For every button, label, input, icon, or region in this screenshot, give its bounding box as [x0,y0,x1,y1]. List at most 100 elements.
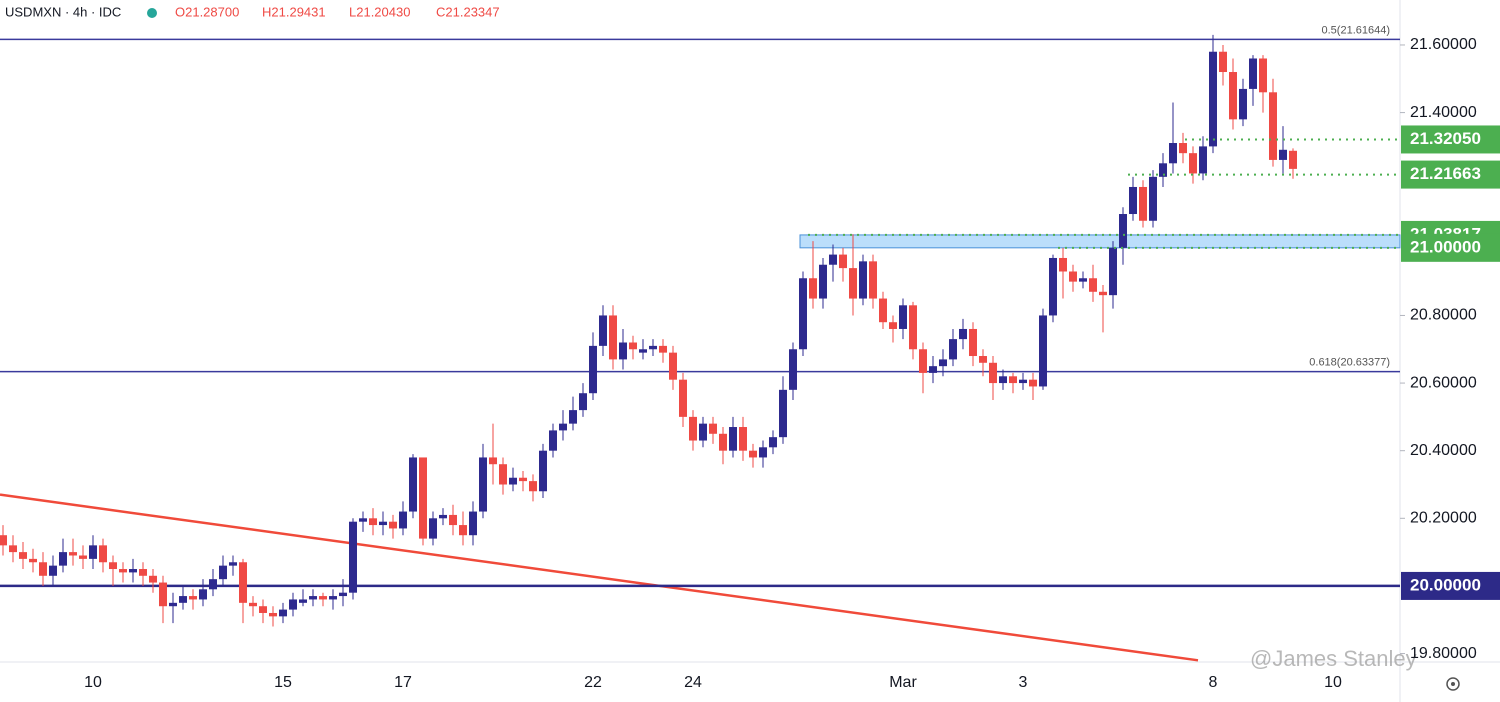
candle-body [1259,58,1267,93]
x-tick-label: 17 [394,674,412,691]
candle-body [9,545,17,553]
x-tick-label: 8 [1209,674,1218,691]
candle-body [289,599,297,610]
candle-body [629,342,637,350]
candle-body [909,305,917,350]
candle-body [1159,163,1167,177]
status-dot [147,8,157,18]
candle-body [889,322,897,329]
fib-label: 0.5(21.61644) [1322,24,1391,36]
candle-body [1249,58,1257,89]
candle-body [1279,149,1287,160]
level-tag [1401,125,1500,154]
candle-body [1029,379,1037,387]
resistance-zone [799,234,1401,249]
candle-body [319,596,327,600]
candle-body [259,606,267,613]
candle-body [1089,278,1097,292]
candle-body [829,254,837,265]
candle-body [79,555,87,559]
candle-body [439,514,447,519]
ohlc-value: L21.20430 [349,4,410,19]
settings-icon[interactable] [1446,677,1460,691]
candle-body [239,562,247,603]
candle-body [179,596,187,603]
candle-body [679,379,687,417]
candle-body [869,261,877,299]
symbol: USDMXN · 4h · IDC [5,4,121,19]
candle-body [19,552,27,559]
candle-body [959,328,967,340]
candle-body [769,437,777,448]
candle-body [609,315,617,360]
candle-body [389,521,397,529]
y-tick-label: 20.40000 [1410,442,1477,459]
candle-body [1009,376,1017,384]
candle-body [399,511,407,529]
y-tick-label: 20.80000 [1410,307,1477,324]
candle-body [89,545,97,559]
candle-body [739,427,747,451]
y-tick-label: 20.60000 [1410,374,1477,391]
x-tick-label: Mar [889,674,917,691]
candle-body [209,579,217,590]
plot [0,34,1401,662]
candle-body [49,565,57,576]
candle-body [459,525,467,536]
candle-body [709,423,717,434]
candle-body [1099,291,1107,296]
candle-body [489,457,497,465]
candle-body [249,602,257,607]
fib-label: 0.618(20.63377) [1309,357,1390,369]
candle-body [599,315,607,346]
candle-body [1269,92,1277,160]
candle-body [1059,257,1067,272]
candle-body [549,430,557,451]
candle-body [969,328,977,357]
candle-body [109,562,117,570]
candle-body [569,410,577,424]
candle-body [1049,257,1057,316]
candle-body [1149,176,1157,221]
support-label: 20.00000 [1410,575,1481,594]
candle-body [479,457,487,512]
candle-body [219,565,227,580]
candle-body [979,356,987,363]
candle-body [229,562,237,566]
candle-body [1169,143,1177,164]
candle-body [899,305,907,329]
candle-body [0,535,7,546]
candle-body [589,345,597,394]
candle-body [819,264,827,299]
ohlc-value: H21.29431 [262,4,326,19]
gear[interactable] [1446,677,1460,691]
candle-body [579,393,587,411]
gear-hub[interactable] [1451,682,1455,686]
candle-body [59,552,67,566]
candle-body [729,427,737,451]
candle-body [1239,88,1247,120]
candle-body [149,575,157,583]
candle-body [299,599,307,603]
candle-body [1189,153,1197,174]
candle-body [139,569,147,576]
candle-body [639,349,647,353]
candle-body [99,545,107,563]
candle-body [419,457,427,539]
candle-body [1109,247,1117,296]
candle-body [409,457,417,512]
candle-body [669,352,677,380]
candle-body [279,609,287,617]
candle-body [859,261,867,299]
y-tick-label: 20.20000 [1410,510,1477,527]
candle-body [779,389,787,438]
candle-body [189,596,197,600]
candle-body [1129,186,1137,215]
candle-body [329,596,337,600]
candle-body [199,589,207,600]
candle-body [949,339,957,360]
candle-body [529,481,537,492]
level-label: 21.21663 [1410,164,1481,183]
candle-body [849,268,857,299]
x-tick-label: 22 [584,674,602,691]
